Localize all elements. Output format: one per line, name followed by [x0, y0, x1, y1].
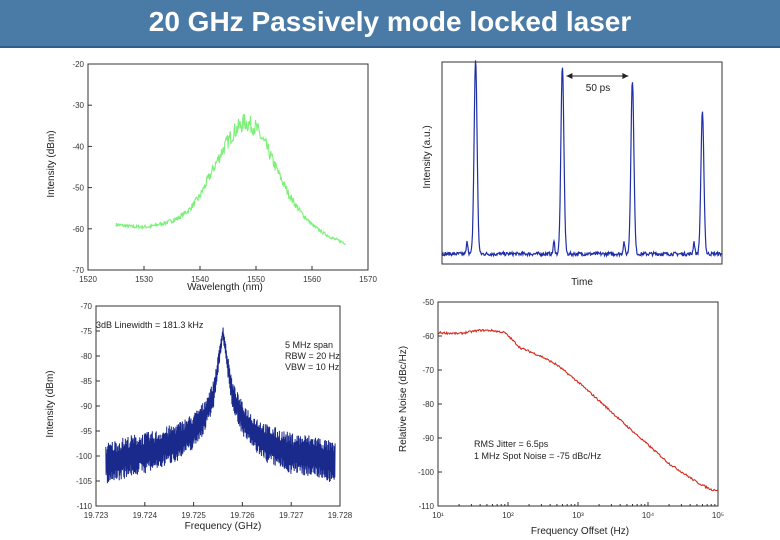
rbw-annotation: RBW = 20 Hz: [285, 351, 340, 361]
phase-noise-ylabel: Relative Noise (dBc/Hz): [398, 346, 409, 452]
spectrum-plot-frame: [87, 63, 369, 271]
page-title: 20 GHz Passively mode locked laser: [148, 6, 632, 37]
spectrum-chart: 1520 1530 1540 1550 1560 1570 -20 -30 -40 -50 -60 -…: [46, 60, 377, 293]
pulse-train-series-line: [441, 60, 723, 259]
spectrum-xtick-label: 1550: [247, 275, 265, 284]
spectrum-xtick-label: 1540: [191, 275, 209, 284]
phase-noise-xtick-label: 10³: [572, 511, 584, 520]
pulse-spacing-arrowhead-right: [622, 73, 629, 79]
spectrum-xtick-label: 1520: [79, 275, 97, 284]
pulse-train-ylabel: Intensity (a.u.): [422, 125, 433, 188]
phase-noise-ytick-label: -70: [422, 366, 434, 375]
spectrum-ytick-label: -40: [72, 142, 84, 151]
phase-noise-marks: [437, 328, 719, 492]
pulse-train-plot-frame: [441, 61, 723, 265]
rf-spectrum-xtick-label: 19.725: [181, 511, 206, 520]
rf-spectrum-ytick-label: -85: [80, 377, 92, 386]
rf-spectrum-xtick-label: 19.724: [133, 511, 158, 520]
pulse-spacing-arrowhead-left: [566, 73, 573, 79]
phase-noise-ytick-label: -100: [418, 468, 435, 477]
rf-spectrum-ylabel: Intensity (dBm): [45, 370, 56, 437]
rf-spectrum-xlabel: Frequency (GHz): [185, 521, 262, 532]
phase-noise-ytick-label: -110: [419, 502, 435, 511]
rf-spectrum-ytick-label: -105: [76, 477, 93, 486]
spectrum-xtick-label: 1560: [303, 275, 321, 284]
rf-spectrum-xtick-label: 19.727: [279, 511, 304, 520]
rf-spectrum-ytick-label: -90: [80, 402, 92, 411]
spectrum-xtick-label: 1570: [359, 275, 377, 284]
rf-spectrum-ytick-label: -75: [80, 327, 92, 336]
spectrum-ylabel: Intensity (dBm): [46, 130, 57, 197]
phase-noise-ytick-label: -80: [422, 400, 434, 409]
title-bar: 20 GHz Passively mode locked laser: [0, 0, 780, 48]
phase-noise-xtick-label: 10⁵: [712, 511, 724, 520]
phase-noise-xtick-label: 10¹: [432, 511, 444, 520]
linewidth-annotation: 3dB Linewidth = 181.3 kHz: [96, 320, 204, 330]
rf-spectrum-ytick-label: -110: [77, 502, 93, 511]
spectrum-marks: [115, 114, 347, 246]
rf-spectrum-xtick-label: 19.723: [84, 511, 109, 520]
pulse-train-xlabel: Time: [571, 277, 593, 288]
spectrum-ytick-label: -50: [72, 184, 84, 193]
phase-noise-ytick-label: -90: [422, 434, 434, 443]
pulse-train-marks: [441, 60, 723, 259]
rf-spectrum-xtick-label: 19.726: [230, 511, 255, 520]
pulse-train-axes: [441, 61, 723, 265]
spot-noise-annotation: 1 MHz Spot Noise = -75 dBc/Hz: [474, 451, 602, 461]
pulse-spacing-annotation: 50 ps: [586, 83, 610, 94]
rf-spectrum-xtick-label: 19.728: [328, 511, 353, 520]
spectrum-ytick-label: -60: [72, 225, 84, 234]
phase-noise-plot-frame: [437, 301, 719, 507]
phase-noise-ytick-label: -60: [422, 332, 434, 341]
rf-spectrum-axes: 19.723 19.724 19.725 19.726 19.727 19.728 -70 -…: [76, 302, 353, 520]
spectrum-ytick-label: -30: [72, 101, 84, 110]
spectrum-ytick-label: -20: [72, 60, 84, 69]
phase-noise-xtick-label: 10⁴: [642, 511, 655, 520]
rf-spectrum-ytick-label: -70: [80, 302, 92, 311]
rf-spectrum-marks: [105, 327, 336, 484]
rf-spectrum-plot-frame: [95, 305, 341, 507]
spectrum-ytick-label: -70: [72, 266, 84, 275]
phase-noise-xlabel: Frequency Offset (Hz): [531, 526, 629, 537]
pulse-train-chart: Time Intensity (a.u.) 50 ps: [422, 60, 723, 288]
phase-noise-axes: 10¹ 10² 10³ 10⁴ 10⁵ -50 -60 -70 -80 -90 -100 -110: [418, 298, 724, 520]
phase-noise-series-line: [437, 328, 719, 492]
rf-spectrum-series-line: [105, 327, 336, 484]
spectrum-xtick-label: 1530: [135, 275, 153, 284]
span-annotation: 5 MHz span: [285, 340, 333, 350]
spectrum-xlabel: Wavelength (nm): [187, 282, 263, 293]
phase-noise-xtick-label: 10²: [502, 511, 514, 520]
rf-spectrum-ytick-label: -95: [80, 427, 92, 436]
phase-noise-ytick-label: -50: [422, 298, 434, 307]
rf-spectrum-ytick-label: -100: [76, 452, 93, 461]
rf-spectrum-chart: 19.723 19.724 19.725 19.726 19.727 19.728 -70 -…: [45, 302, 353, 532]
jitter-annotation: RMS Jitter = 6.5ps: [474, 439, 549, 449]
rf-spectrum-ytick-label: -80: [80, 352, 92, 361]
spectrum-axes: 1520 1530 1540 1550 1560 1570 -20 -30 -40 -50 -60 -…: [72, 60, 377, 284]
spectrum-series-line: [115, 114, 347, 246]
vbw-annotation: VBW = 10 Hz: [285, 362, 340, 372]
phase-noise-chart: 10¹ 10² 10³ 10⁴ 10⁵ -50 -60 -70 -80 -90 -100 -110 F…: [398, 298, 724, 537]
